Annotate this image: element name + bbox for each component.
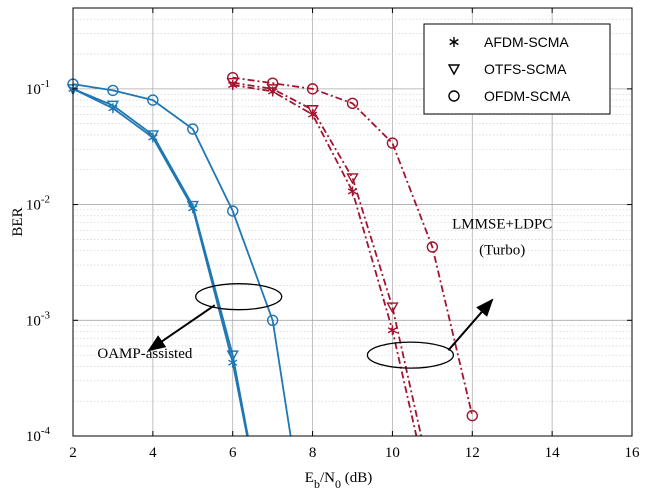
asterisk-stroke (449, 38, 459, 46)
series-3 (228, 80, 418, 437)
triangle-marker (266, 84, 279, 96)
circle-marker (426, 241, 439, 253)
annotation-text: OAMP-assisted (97, 346, 193, 362)
x-tick-label: 4 (149, 445, 157, 461)
circle-marker (306, 83, 319, 95)
y-axis-label: BER (10, 207, 26, 236)
asterisk-marker (347, 186, 358, 197)
x-label-b: b (314, 477, 320, 491)
triangle-marker (106, 100, 120, 112)
asterisk-marker (387, 325, 398, 336)
series-line (72, 83, 292, 437)
x-tick-label: 12 (465, 445, 480, 461)
circle-marker (187, 123, 199, 135)
annotation-text: (Turbo) (479, 243, 525, 259)
series-5 (227, 71, 478, 422)
legend-box (423, 23, 611, 115)
triangle-marker (447, 64, 461, 76)
circle-marker (448, 90, 460, 102)
x-label-slash: /N (320, 470, 335, 486)
y-tick-label: 10-1 (26, 78, 50, 98)
legend-item: OFDM-SCMA (448, 88, 571, 104)
x-label-e: E (305, 470, 314, 486)
circle-marker (266, 77, 279, 89)
circle-marker (386, 137, 399, 149)
y-tick-label: 10-4 (26, 425, 51, 445)
y-tick-label: 10-2 (26, 194, 50, 214)
triangle-marker (226, 350, 239, 362)
series-line (232, 84, 418, 437)
series-layer (66, 71, 478, 437)
legend-item: AFDM-SCMA (449, 34, 569, 50)
triangle-marker (226, 78, 239, 90)
annotations: OAMP-assisted LMMSE+LDPC (Turbo) (97, 217, 552, 369)
circle-marker (227, 205, 239, 217)
triangle-marker (306, 105, 319, 117)
triangle-marker (146, 130, 160, 142)
plot-frame (72, 7, 633, 437)
axis-ticks: 2 4 6 8 10 12 14 16 10-1 10-2 10-3 10-4 (26, 8, 640, 461)
series-4 (226, 78, 423, 437)
annotation-ellipse (366, 341, 455, 369)
series-0 (68, 83, 248, 437)
circle-marker (147, 94, 159, 106)
legend-label: OFDM-SCMA (484, 88, 571, 104)
series-1 (66, 84, 249, 437)
asterisk-stroke (228, 359, 238, 366)
circle-marker (466, 409, 478, 422)
legend: AFDM-SCMA OTFS-SCMA OFDM-SCMA (423, 23, 611, 115)
x-tick-label: 8 (309, 445, 317, 461)
x-label-zero: 0 (335, 477, 341, 491)
annotation-ellipse (195, 283, 283, 311)
x-tick-label: 14 (545, 445, 561, 461)
series-line (72, 88, 249, 437)
circle-marker (266, 314, 279, 326)
triangle-marker (186, 200, 199, 213)
y-tick-label: 10-3 (26, 309, 51, 329)
x-tick-label: 2 (69, 445, 77, 461)
annotation-0: OAMP-assisted (97, 283, 283, 362)
triangle-marker (346, 173, 359, 185)
x-tick-label: 10 (385, 445, 400, 461)
annotation-text: LMMSE+LDPC (452, 217, 552, 233)
legend-label: OTFS-SCMA (484, 61, 567, 77)
legend-item: OTFS-SCMA (447, 61, 567, 77)
circle-marker (227, 71, 239, 84)
series-line (232, 76, 474, 416)
series-2 (67, 78, 292, 437)
x-tick-label: 6 (229, 445, 237, 461)
circle-marker (107, 84, 119, 97)
x-tick-label: 16 (625, 445, 641, 461)
circle-marker (346, 97, 359, 110)
triangle-marker (386, 302, 399, 314)
asterisk-stroke (387, 327, 398, 334)
legend-label: AFDM-SCMA (484, 34, 569, 50)
x-label-unit: (dB) (341, 470, 372, 486)
x-axis-label: Eb/N0 (dB) (305, 470, 372, 491)
annotation-1: LMMSE+LDPC (Turbo) (366, 217, 552, 369)
series-line (232, 81, 423, 437)
annotation-arrow (147, 304, 216, 352)
asterisk-marker (449, 37, 459, 47)
series-line (72, 88, 248, 437)
annotation-arrow (447, 298, 494, 351)
